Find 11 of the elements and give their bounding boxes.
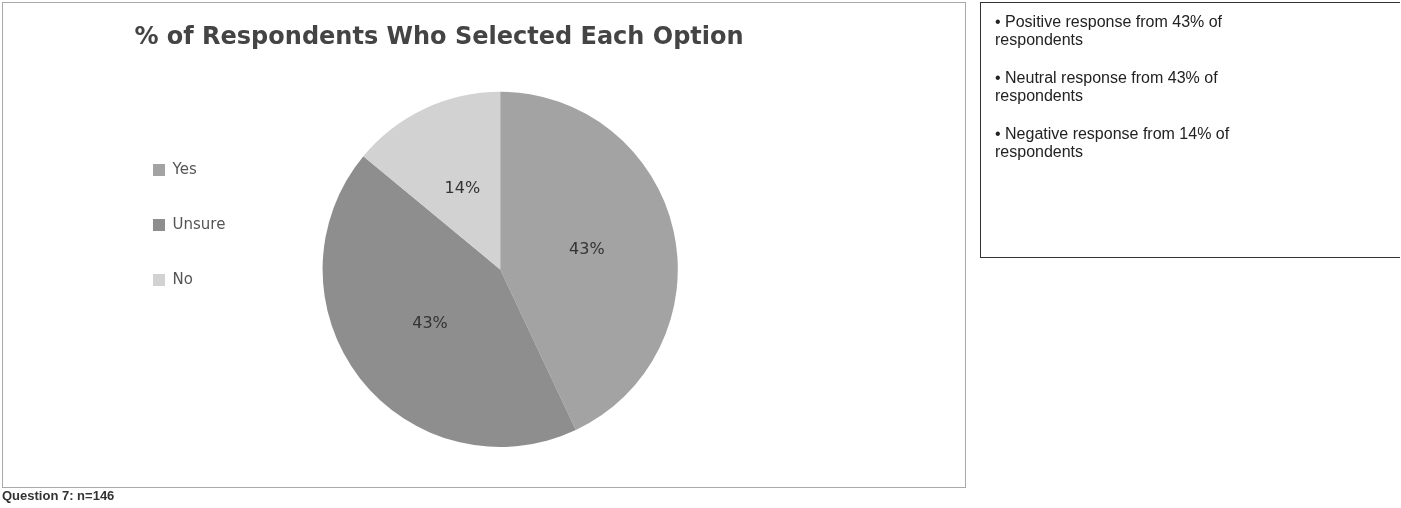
text: Question 7: n=146: [2, 488, 115, 503]
chart-title: % of Respondents Who Selected Each Option: [134, 21, 744, 50]
text: • Positive response from 43% of respondents: [995, 13, 1224, 49]
data-label: 43%: [569, 239, 605, 259]
legend-label: No: [172, 269, 193, 288]
text: • Negative response from 14% of respondents: [995, 125, 1231, 161]
text: • Neutral response from 43% of respondents: [995, 69, 1219, 105]
legend-label: Unsure: [172, 214, 226, 233]
data-label: 43%: [412, 312, 448, 332]
legend-label: Yes: [171, 159, 197, 178]
data-label: 14%: [444, 178, 481, 198]
